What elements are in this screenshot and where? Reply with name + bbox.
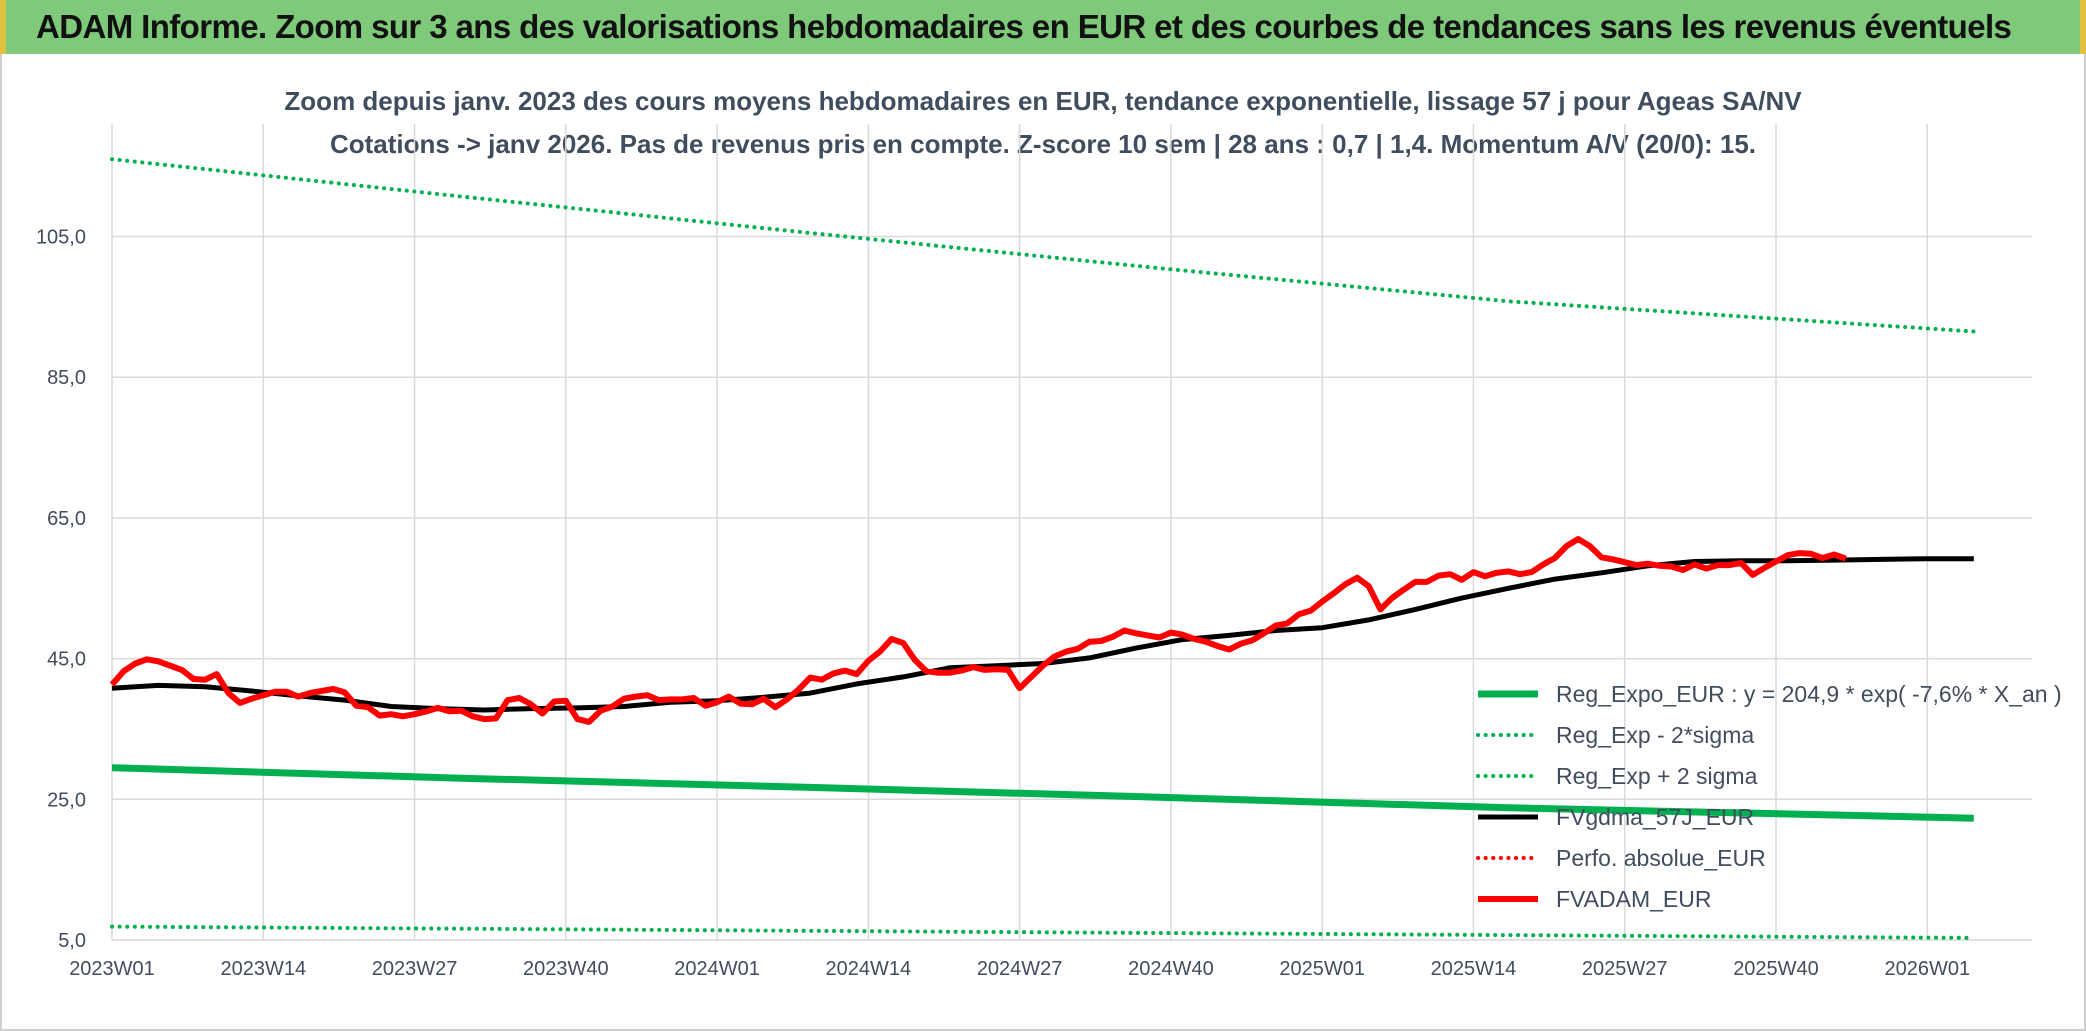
- legend-label: Reg_Exp - 2*sigma: [1556, 722, 1754, 748]
- legend-label: Reg_Exp + 2 sigma: [1556, 763, 1758, 789]
- header-banner: ADAM Informe. Zoom sur 3 ans des valoris…: [0, 0, 2086, 54]
- x-tick-label: 2025W14: [1431, 958, 1517, 980]
- legend-label: Perfo. absolue_EUR: [1556, 845, 1766, 871]
- series-line-reg-expo-eur-y-204-9-exp-7-6-x-0: [111, 764, 1974, 822]
- x-tick-label: 2024W27: [977, 958, 1063, 980]
- x-tick-label: 2023W14: [220, 958, 306, 980]
- x-axis: 2023W01 2023W14 2023W27 2023W40 2024W01 2024W…: [69, 958, 1970, 980]
- series-line-reg-exp-2-sigma-1: [110, 924, 1976, 940]
- legend: Reg_Expo_EUR : y = 204,9 * exp( -7,6% * …: [1476, 681, 2062, 912]
- x-tick-label: 2024W01: [674, 958, 760, 980]
- y-tick-label: 85,0: [47, 367, 86, 389]
- page-title: ADAM Informe. Zoom sur 3 ans des valoris…: [36, 8, 2012, 45]
- y-tick-label: 5,0: [58, 930, 86, 952]
- x-tick-label: 2025W27: [1582, 958, 1668, 980]
- x-tick-label: 2025W01: [1279, 958, 1365, 980]
- x-tick-label: 2023W01: [69, 958, 155, 980]
- legend-label: Reg_Expo_EUR : y = 204,9 * exp( -7,6% * …: [1556, 681, 2062, 707]
- y-tick-label: 25,0: [47, 789, 86, 811]
- x-tick-label: 2023W40: [523, 958, 609, 980]
- y-tick-label: 65,0: [47, 508, 86, 530]
- x-tick-label: 2023W27: [372, 958, 458, 980]
- chart-title: Zoom depuis janv. 2023 des cours moyens …: [284, 86, 1802, 116]
- x-tick-label: 2024W40: [1128, 958, 1214, 980]
- y-axis: 5,0 25,0 45,0 65,0 85,0 105,0: [36, 227, 86, 952]
- legend-label: FVADAM_EUR: [1556, 886, 1712, 912]
- y-tick-label: 105,0: [36, 227, 86, 249]
- series-line-fvadam-eur-5: [109, 536, 1847, 725]
- plot-area: [109, 157, 1976, 940]
- series-line-reg-exp-2-sigma-2: [110, 157, 1976, 334]
- y-tick-label: 45,0: [47, 649, 86, 671]
- x-tick-label: 2024W14: [826, 958, 912, 980]
- legend-label: FVgdma_57J_EUR: [1556, 804, 1754, 830]
- chart-subtitle: Cotations -> janv 2026. Pas de revenus p…: [330, 129, 1756, 159]
- chart-frame: [0, 54, 2086, 1031]
- x-tick-label: 2026W01: [1884, 958, 1970, 980]
- x-tick-label: 2025W40: [1733, 958, 1819, 980]
